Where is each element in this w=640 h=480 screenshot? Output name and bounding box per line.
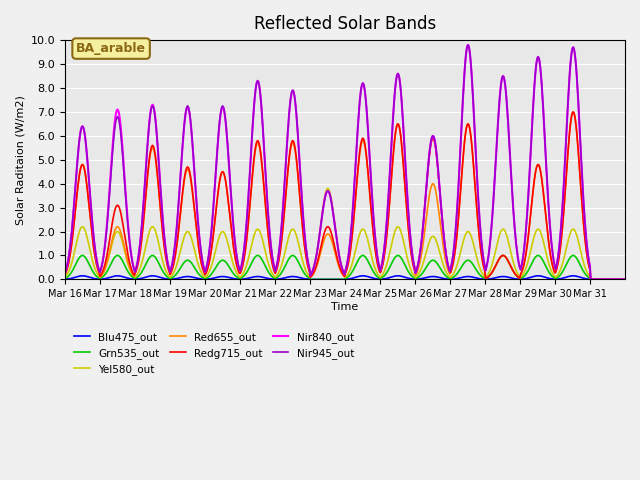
X-axis label: Time: Time [332, 302, 358, 312]
Blu475_out [621, 276, 629, 282]
Redg715_out [570, 109, 577, 115]
Red655_out [257, 157, 265, 163]
Nir945_out [278, 211, 286, 217]
Blu475_out [79, 273, 86, 279]
Yel580_out [324, 186, 332, 192]
Red655_out [127, 267, 134, 273]
Nir840_out [434, 167, 442, 172]
Grn535_out [79, 252, 86, 258]
Line: Nir945_out: Nir945_out [65, 45, 625, 279]
Redg715_out [587, 276, 595, 282]
Grn535_out [258, 257, 266, 263]
Red655_out [403, 205, 410, 211]
Red655_out [278, 229, 286, 235]
Nir840_out [230, 226, 237, 231]
Nir945_out [403, 182, 410, 188]
Yel580_out [587, 276, 595, 282]
Redg715_out [621, 276, 629, 282]
Yel580_out [127, 268, 134, 274]
Yel580_out [230, 263, 237, 268]
Blu475_out [61, 276, 68, 282]
Nir945_out [464, 42, 472, 48]
Redg715_out [230, 245, 237, 251]
Legend: Blu475_out, Grn535_out, Yel580_out, Red655_out, Redg715_out, Nir840_out, Nir945_: Blu475_out, Grn535_out, Yel580_out, Red6… [70, 328, 358, 379]
Red655_out [587, 276, 595, 282]
Text: BA_arable: BA_arable [76, 42, 146, 55]
Grn535_out [621, 276, 629, 282]
Line: Red655_out: Red655_out [65, 112, 625, 279]
Blu475_out [404, 275, 412, 281]
Redg715_out [403, 205, 410, 211]
Line: Nir840_out: Nir840_out [65, 45, 625, 279]
Redg715_out [127, 264, 134, 269]
Nir840_out [257, 103, 265, 109]
Grn535_out [436, 264, 444, 270]
Yel580_out [404, 255, 412, 261]
Yel580_out [278, 259, 286, 265]
Line: Blu475_out: Blu475_out [65, 276, 625, 279]
Yel580_out [257, 233, 265, 239]
Nir840_out [621, 276, 629, 282]
Yel580_out [621, 276, 629, 282]
Nir840_out [278, 211, 286, 217]
Nir840_out [464, 42, 472, 48]
Line: Redg715_out: Redg715_out [65, 112, 625, 279]
Redg715_out [257, 156, 265, 161]
Red655_out [621, 276, 629, 282]
Blu475_out [280, 276, 287, 281]
Red655_out [61, 272, 68, 277]
Grn535_out [280, 267, 287, 273]
Blu475_out [258, 274, 266, 280]
Line: Yel580_out: Yel580_out [65, 189, 625, 279]
Grn535_out [404, 268, 412, 274]
Title: Reflected Solar Bands: Reflected Solar Bands [254, 15, 436, 33]
Yel580_out [435, 246, 443, 252]
Red655_out [230, 245, 237, 251]
Nir945_out [434, 167, 442, 172]
Nir945_out [61, 270, 68, 276]
Grn535_out [127, 273, 135, 279]
Grn535_out [61, 276, 68, 281]
Nir840_out [127, 247, 134, 253]
Blu475_out [436, 275, 444, 280]
Nir945_out [127, 249, 134, 254]
Nir945_out [257, 103, 265, 109]
Nir945_out [230, 225, 237, 231]
Blu475_out [127, 276, 135, 282]
Grn535_out [230, 272, 238, 277]
Nir945_out [621, 276, 629, 282]
Blu475_out [230, 276, 238, 282]
Nir840_out [61, 270, 68, 276]
Red655_out [434, 203, 442, 209]
Line: Grn535_out: Grn535_out [65, 255, 625, 279]
Nir840_out [587, 276, 595, 282]
Redg715_out [434, 168, 442, 174]
Redg715_out [278, 228, 286, 234]
Redg715_out [61, 272, 68, 277]
Grn535_out [307, 276, 314, 282]
Yel580_out [61, 274, 68, 280]
Blu475_out [307, 276, 314, 282]
Y-axis label: Solar Raditaion (W/m2): Solar Raditaion (W/m2) [15, 95, 25, 225]
Nir840_out [403, 182, 410, 188]
Red655_out [570, 109, 577, 115]
Nir945_out [587, 276, 595, 282]
